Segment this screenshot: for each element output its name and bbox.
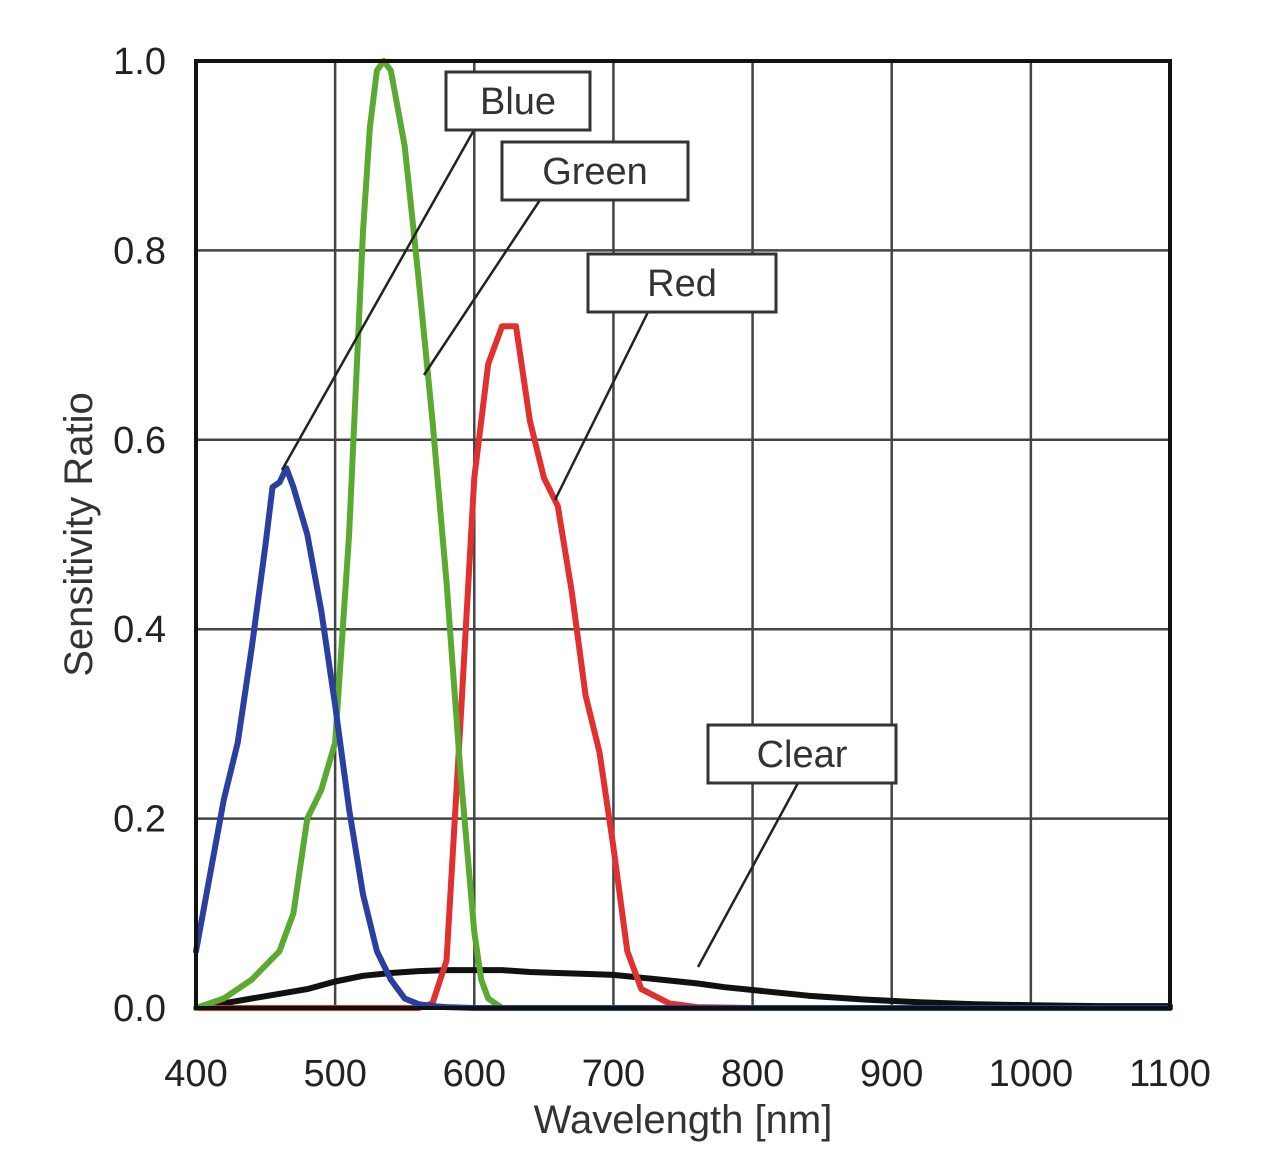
x-tick-label: 600 — [443, 1053, 506, 1095]
callout-leader-red — [553, 311, 650, 501]
y-tick-label: 0.6 — [113, 420, 166, 462]
x-tick-label: 400 — [164, 1053, 227, 1095]
callout-clear: Clear — [696, 723, 898, 968]
plot-frame — [194, 59, 1172, 1010]
callout-box-red — [586, 252, 778, 314]
grid-lines — [194, 59, 1172, 1010]
y-tick-label: 0.2 — [113, 799, 166, 841]
y-tick-label: 0.0 — [113, 988, 166, 1030]
callout-red: Red — [553, 252, 778, 501]
callout-label-clear: Clear — [757, 734, 848, 776]
callout-box-clear — [706, 723, 898, 785]
x-tick-label: 1100 — [1129, 1053, 1211, 1095]
x-tick-label: 1000 — [989, 1053, 1074, 1095]
y-tick-label: 0.4 — [113, 609, 166, 651]
y-axis-title: Sensitivity Ratio — [57, 392, 101, 677]
x-tick-labels: 400 500 600 700 800 900 1000 1100 — [164, 1053, 1211, 1095]
x-tick-label: 500 — [303, 1053, 366, 1095]
callout-leader-blue — [280, 129, 476, 471]
x-tick-label: 800 — [721, 1053, 784, 1095]
callout-green: Green — [422, 140, 690, 376]
callout-leader-clear — [696, 782, 800, 968]
callout-box-blue — [444, 70, 592, 132]
series-line-blue — [193, 465, 1173, 1011]
x-axis-title: Wavelength [nm] — [534, 1098, 833, 1142]
y-tick-labels: 0.0 0.2 0.4 0.6 0.8 1.0 — [113, 41, 166, 1030]
callout-label-blue: Blue — [480, 81, 556, 123]
callout-blue: Blue — [280, 70, 592, 471]
x-tick-label: 900 — [860, 1053, 923, 1095]
x-tick-label: 700 — [582, 1053, 645, 1095]
y-tick-label: 1.0 — [113, 41, 166, 83]
series-callouts: Blue Green Red Clear — [280, 70, 898, 968]
y-tick-label: 0.8 — [113, 230, 166, 272]
series-curves — [193, 58, 1173, 1011]
callout-leader-green — [422, 199, 542, 376]
callout-label-green: Green — [542, 151, 648, 193]
series-line-clear — [193, 967, 1173, 1011]
callout-box-green — [500, 140, 690, 202]
callout-label-red: Red — [647, 263, 717, 305]
series-line-red — [193, 323, 1173, 1011]
series-line-green — [193, 58, 1173, 1011]
